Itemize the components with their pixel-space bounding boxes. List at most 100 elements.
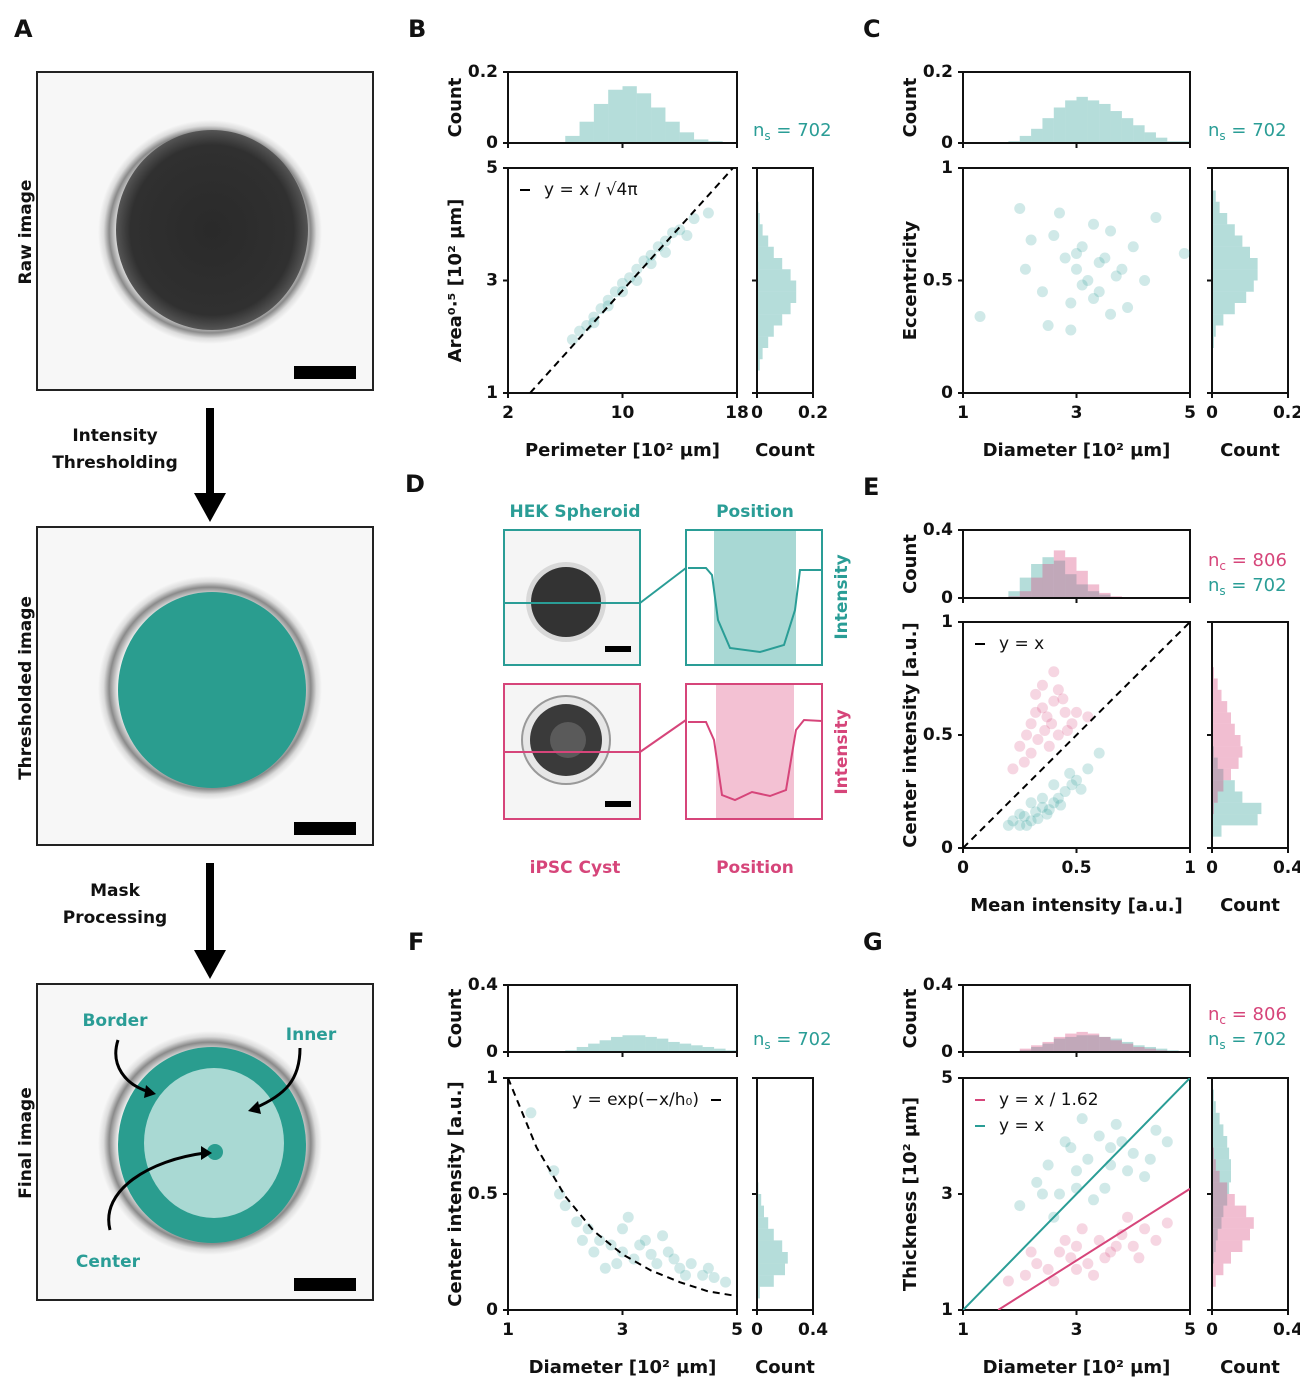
count-symbol: n (1208, 550, 1219, 571)
hist-bar (1212, 303, 1235, 314)
hist-bar (757, 292, 796, 303)
hist-bar (1099, 104, 1110, 143)
hist-bar (657, 1039, 668, 1052)
axis-label: Intensity (832, 554, 852, 639)
hist-bar (1212, 1124, 1223, 1136)
hist-bar (1145, 132, 1156, 143)
point (1077, 1223, 1088, 1234)
x-axis-label: Perimeter [10² µm] (525, 440, 720, 461)
point (631, 264, 642, 275)
point (1014, 1200, 1025, 1211)
legend-label: y = x (999, 634, 1044, 654)
point (1077, 1113, 1088, 1124)
point (1128, 241, 1139, 252)
point (567, 334, 578, 345)
point (1044, 804, 1055, 815)
x-tick-label: 5 (1184, 1320, 1196, 1340)
point (1094, 257, 1105, 268)
y-axis-label: Thickness [10² µm] (900, 1097, 921, 1291)
panel-label: C (863, 15, 881, 43)
hist-bar (588, 1044, 599, 1052)
point (1020, 264, 1031, 275)
x-axis-label: Diameter [10² µm] (983, 1357, 1171, 1378)
point (1032, 734, 1043, 745)
hist-bar (1088, 584, 1099, 598)
step-label: Thresholding (52, 453, 178, 473)
region-label: Border (82, 1011, 148, 1031)
point (1139, 1223, 1150, 1234)
point (703, 1263, 714, 1274)
hist-bar (565, 136, 579, 143)
point (1060, 1235, 1071, 1246)
hist-bar (1212, 1148, 1229, 1160)
point (1003, 1276, 1014, 1287)
point (681, 230, 692, 241)
x-tick-label: 0 (1206, 403, 1218, 423)
x-tick-label: 0.4 (1273, 858, 1300, 878)
image-label: Thresholded image (16, 596, 36, 780)
hist-bar (757, 337, 768, 348)
hist-bar (757, 247, 774, 258)
point (680, 1270, 691, 1281)
hist-bar (1212, 1264, 1223, 1276)
point (1082, 1258, 1093, 1269)
panel-label: F (408, 928, 424, 956)
count-value: = 806 (1226, 1004, 1287, 1025)
point (1150, 1235, 1161, 1246)
arrow (194, 408, 226, 522)
hist-bar (1212, 202, 1220, 213)
hist-bar (1031, 129, 1042, 143)
point (1014, 203, 1025, 214)
hist-bar (1212, 1194, 1235, 1206)
plot-area (530, 168, 733, 393)
hist-bar (1212, 780, 1223, 791)
count-value: = 702 (1226, 575, 1287, 596)
hist-bar (680, 132, 694, 143)
fit-line (963, 1078, 1190, 1310)
x-axis-label: Count (1220, 895, 1280, 916)
point (1007, 763, 1018, 774)
x-axis-label: Count (755, 440, 815, 461)
y-axis-label: Center intensity [a.u.] (900, 622, 921, 847)
point (1128, 1148, 1139, 1159)
x-tick-label: 0 (1206, 858, 1218, 878)
point (689, 213, 700, 224)
hist-bar (1099, 1037, 1110, 1052)
y-tick-label: 0 (486, 1042, 498, 1062)
point (1060, 253, 1071, 264)
hist-bar (623, 1035, 634, 1052)
point (1060, 707, 1071, 718)
hist-bar (757, 326, 774, 337)
hist-bar (1212, 769, 1231, 780)
x-tick-label: 3 (617, 1320, 629, 1340)
x-axis-label: Mean intensity [a.u.] (970, 895, 1183, 916)
plot-area (963, 622, 1190, 848)
point (1076, 784, 1087, 795)
hist-bar (1212, 758, 1239, 769)
x-tick-label: 1 (502, 1320, 514, 1340)
image-label: Final image (16, 1087, 36, 1198)
y-axis-label: Count (900, 988, 921, 1048)
hist-bar (1212, 746, 1242, 757)
point (1099, 1252, 1110, 1263)
hist-bar (1212, 292, 1246, 303)
point (588, 1247, 599, 1258)
point (720, 1277, 731, 1288)
point (1026, 1247, 1037, 1258)
y-tick-label: 1 (486, 383, 498, 403)
x-tick-label: 1 (957, 403, 969, 423)
point (1133, 1252, 1144, 1263)
count-symbol: n (1208, 575, 1219, 596)
sample-label: iPSC Cyst (530, 858, 621, 878)
point (1057, 693, 1068, 704)
hist-bar (1065, 100, 1076, 143)
point (1111, 271, 1122, 282)
hist-bar (634, 1035, 645, 1052)
y-tick-label: 1 (486, 1068, 498, 1088)
hist-bar (1212, 825, 1222, 836)
point (1014, 741, 1025, 752)
y-tick-label: 0 (941, 588, 953, 608)
sample-count: ns = 702 (1208, 120, 1287, 143)
point (1037, 793, 1048, 804)
hist-bar (1065, 557, 1076, 598)
